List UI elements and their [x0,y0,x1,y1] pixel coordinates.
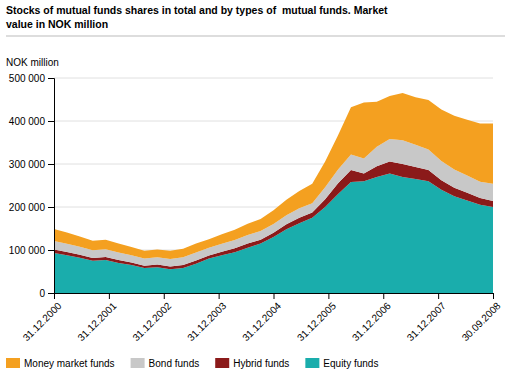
tick-label: 31.12.2004 [240,300,283,343]
tick: 31.12.2003 [185,293,228,343]
chart: Stocks of mutual funds shares in total a… [0,0,511,381]
tick-mark [48,164,54,165]
axis-line [48,79,55,294]
tick-mark [48,121,54,122]
tick: 31.12.2000 [21,293,64,343]
grid-line [54,78,493,79]
legend-label: Money market funds [24,358,115,369]
tick-label: 31.12.2002 [130,300,173,343]
legend-item: Bond funds [131,358,200,369]
tick: 31.12.2002 [130,293,173,343]
tick-mark [219,293,220,299]
tick: 31.12.2004 [240,293,283,343]
legend-swatch [131,358,145,368]
legend-label: Bond funds [149,358,200,369]
area [54,93,493,259]
areas [54,93,493,293]
tick-label: 0 [39,288,45,299]
tick-label: 31.12.2003 [185,300,228,343]
tick-mark [164,293,165,299]
legend-item: Equity funds [305,358,378,369]
tick-mark [274,293,275,299]
y-axis: 0 100 000 200 000 300 000 400 000 500 000 [9,73,55,299]
legend-label: Equity funds [323,358,378,369]
tick-mark [493,293,494,299]
tick-mark [48,250,54,251]
tick-label: 31.12.2000 [21,300,64,343]
tick: 400 000 [9,116,54,127]
tick-label: 31.12.2005 [295,300,338,343]
tick-mark [109,293,110,299]
tick: 500 000 [9,73,54,84]
tick-label: 500 000 [9,73,46,84]
axis-line [55,294,494,300]
tick-mark [48,293,54,294]
legend-item: Hybrid funds [215,358,289,369]
tick-mark [328,293,329,299]
tick-mark [438,293,439,299]
x-axis: 31.12.2000 31.12.2001 31.12.2002 31.12.2003… [21,293,503,343]
tick-mark [383,293,384,299]
legend-swatch [305,358,319,368]
tick-mark [54,293,55,299]
tick: 31.12.2005 [295,293,338,343]
tick-label: 300 000 [9,159,46,170]
tick-label: 200 000 [9,202,46,213]
title-rule [6,36,505,37]
legend-item: Money market funds [6,358,115,369]
tick-label: 31.12.2006 [350,300,393,343]
tick: 31.12.2006 [350,293,393,343]
legend: Money market funds Bond funds Hybrid funds… [6,358,378,369]
tick-label: 100 000 [9,245,46,256]
tick-label: 31.12.2001 [75,300,118,343]
tick-label: 31.12.2007 [405,300,448,343]
tick-mark [48,78,54,79]
y-axis-title: NOK million [6,57,59,68]
plot: 0 100 000 200 000 300 000 400 000 500 000 31.1… [9,73,503,344]
tick-label: 400 000 [9,116,46,127]
tick: 200 000 [9,202,54,213]
tick: 300 000 [9,159,54,170]
tick: 100 000 [9,245,54,256]
grid [54,78,493,293]
tick: 30.09.2008 [460,293,503,343]
legend-swatch [215,358,229,368]
tick: 31.12.2001 [75,293,118,343]
tick-label: 30.09.2008 [460,300,503,343]
legend-swatch [6,358,20,368]
title: Stocks of mutual funds shares in total a… [6,4,388,16]
tick: 0 [39,288,54,299]
tick-mark [48,207,54,208]
subtitle: value in NOK million [6,18,108,30]
legend-label: Hybrid funds [233,358,289,369]
tick: 31.12.2007 [405,293,448,343]
